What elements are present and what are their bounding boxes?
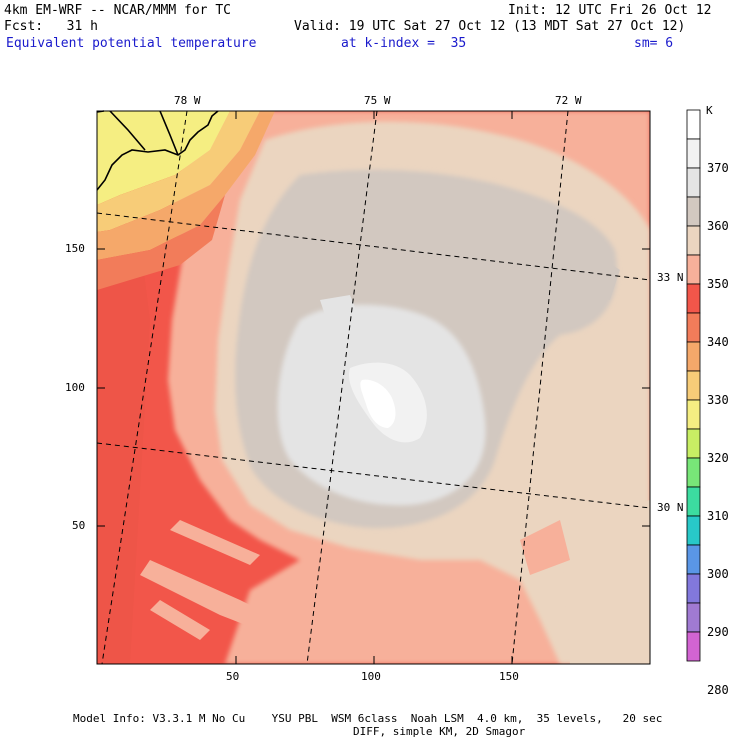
colorbar-swatch [686,341,701,372]
forecast-hour: Fcst: 31 h [4,19,98,34]
colorbar-swatch [686,573,701,604]
colorbar-swatch [686,631,701,662]
theta-e-field [97,111,650,664]
x-tick-label: 50 [226,670,240,683]
y-tick-label: 50 [72,519,86,532]
x-tick-label: 100 [361,670,381,683]
lon-label: 78 W [174,94,201,107]
init-time: Init: 12 UTC Fri 26 Oct 12 [508,3,712,18]
level-index: at k-index = 35 [341,36,467,51]
field-name: Equivalent potential temperature [6,36,257,51]
colorbar-swatch [686,167,701,198]
model-info-physics: DIFF, simple KM, 2D Smagor [353,725,526,738]
lon-label: 75 W [364,94,391,107]
colorbar-label: 300 [707,567,729,581]
colorbar-label: 320 [707,451,729,465]
tick-marks [97,111,650,664]
colorbar-label: 370 [707,161,729,175]
colorbar-swatch [686,457,701,488]
colorbar-label: 360 [707,219,729,233]
model-info: Model Info: V3.3.1 M No Cu YSU PBL WSM 6… [73,712,663,725]
lat-label: 30 N [657,501,684,514]
colorbar [686,109,701,662]
colorbar-unit: K [706,104,713,117]
colorbar-swatch [686,138,701,169]
colorbar-swatch [686,225,701,256]
y-tick-label: 100 [65,381,85,394]
colorbar-swatch [686,515,701,546]
colorbar-label: 350 [707,277,729,291]
colorbar-swatch [686,544,701,575]
colorbar-label: 330 [707,393,729,407]
valid-time: Valid: 19 UTC Sat 27 Oct 12 (13 MDT Sat … [294,19,686,34]
model-title: 4km EM-WRF -- NCAR/MMM for TC [4,3,231,18]
colorbar-swatch [686,399,701,430]
lon-label: 72 W [555,94,582,107]
colorbar-swatch [686,196,701,227]
colorbar-swatch [686,370,701,401]
colorbar-swatch [686,602,701,633]
colorbar-swatch [686,254,701,285]
smoothing-value: sm= 6 [634,36,674,51]
coastline [96,110,219,191]
colorbar-label: 310 [707,509,729,523]
colorbar-swatch [686,486,701,517]
colorbar-swatch [686,428,701,459]
lat-label: 33 N [657,271,684,284]
y-tick-label: 150 [65,242,85,255]
colorbar-swatch [686,109,701,140]
colorbar-label: 290 [707,625,729,639]
colorbar-swatch [686,312,701,343]
latlon-grid [96,110,651,665]
colorbar-swatch [686,283,701,314]
x-tick-label: 150 [499,670,519,683]
colorbar-label: 280 [707,683,729,697]
colorbar-label: 340 [707,335,729,349]
